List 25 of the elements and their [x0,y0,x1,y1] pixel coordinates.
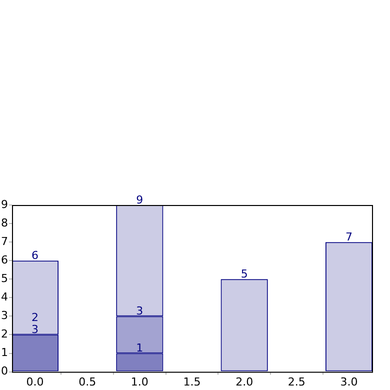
x-tick-label: 3.0 [340,375,358,388]
annotation: 3 [136,304,144,318]
y-tick-label: 6 [1,253,8,266]
y-tick-label: 2 [1,328,8,341]
annotation: 6 [32,248,39,262]
y-tick-label: 0 [1,364,8,378]
y-tick-label: 4 [1,290,8,304]
annotation: 9 [136,193,144,206]
y-tick-label: 5 [1,272,8,285]
annotation: 3 [32,323,39,336]
annotation: 2 [32,311,39,324]
x-tick-label: 2.5 [288,375,306,388]
y-tick-label: 9 [1,198,8,211]
x-tick-label: 1.5 [183,375,201,388]
x-tick-label: 0.5 [78,375,96,388]
x-tick-label: 2.0 [236,375,254,388]
annotation: 5 [240,267,248,280]
annotation: 1 [136,342,144,355]
x-tick-label: 0.0 [26,375,44,388]
y-tick-label: 7 [1,234,8,248]
annotation: 7 [345,230,352,244]
x-tick-label: 1.0 [130,375,148,388]
y-tick-label: 8 [1,216,8,230]
y-tick-label: 3 [1,309,8,322]
y-tick-label: 1 [1,346,8,360]
